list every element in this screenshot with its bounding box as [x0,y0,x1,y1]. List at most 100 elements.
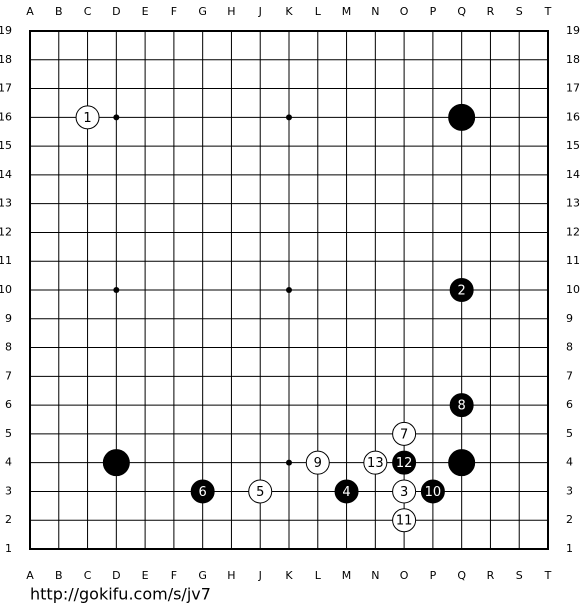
row-label: 17 [566,82,580,95]
row-label: 11 [566,254,580,267]
board-border [29,30,549,550]
row-label: 15 [0,139,12,152]
row-label: 19 [566,24,580,37]
star-point [113,287,120,293]
row-label: 7 [566,369,573,382]
row-label: 12 [0,225,12,238]
column-label: A [26,569,34,582]
column-label: S [516,569,523,582]
black-stone [190,479,215,504]
row-label: 1 [566,542,573,555]
row-label: 5 [5,427,12,440]
star-point [286,114,292,121]
row-label: 6 [566,398,573,411]
move-number: 8 [458,399,466,414]
black-stone [449,278,474,302]
black-stone [334,479,359,504]
column-label: D [112,5,120,18]
row-label: 19 [0,24,12,37]
move-number: 7 [400,427,408,442]
move-number: 5 [256,485,264,500]
move-number: 12 [396,456,413,471]
black-stone [449,393,474,418]
row-label: 16 [0,110,12,123]
column-label: K [285,5,293,18]
white-stone [392,508,417,533]
row-label: 8 [566,341,573,354]
row-label: 2 [5,513,12,526]
row-label: 18 [566,53,580,66]
move-number: 9 [314,456,322,471]
move-number: 11 [396,514,413,529]
row-label: 8 [5,341,12,354]
row-label: 5 [566,427,573,440]
source-url: http://gokifu.com/s/jv7 [30,585,211,604]
column-label: C [84,5,92,18]
row-label: 1 [5,542,12,555]
column-label: P [430,569,437,582]
white-stone [392,479,417,504]
column-label: T [544,5,552,18]
column-label: K [285,569,293,582]
column-label: D [112,569,120,582]
column-label: P [430,5,437,18]
row-label: 18 [0,53,12,66]
column-label: O [400,569,409,582]
column-label: H [227,5,235,18]
move-number: 3 [400,485,408,500]
row-label: 13 [566,197,580,210]
black-stone [420,479,445,504]
column-label: G [198,569,207,582]
row-label: 9 [5,312,12,325]
row-label: 6 [5,398,12,411]
white-stone [248,479,273,504]
white-stone [305,450,330,475]
move-number: 4 [342,485,350,500]
row-label: 7 [5,369,12,382]
row-label: 4 [566,456,573,469]
row-label: 2 [566,513,573,526]
column-label: E [142,5,149,18]
column-label: M [342,569,352,582]
row-label: 3 [566,484,573,497]
row-label: 16 [566,110,580,123]
star-point [286,459,292,466]
row-label: 14 [566,168,580,181]
column-label: F [171,5,177,18]
column-label: M [342,5,352,18]
column-label: T [544,569,552,582]
row-label: 12 [566,225,580,238]
column-label: R [487,569,495,582]
white-stone [363,450,388,475]
column-label: G [198,5,207,18]
column-label: R [487,5,495,18]
column-label: B [55,569,63,582]
move-number: 6 [199,485,207,500]
black-stone [448,449,476,477]
white-stone [392,421,417,446]
row-label: 13 [0,197,12,210]
star-point [113,114,120,121]
column-label: A [26,5,34,18]
column-label: Q [457,569,466,582]
move-number: 13 [367,456,384,471]
move-number: 10 [425,485,442,500]
column-label: Q [457,5,466,18]
column-label: H [227,569,235,582]
row-label: 10 [566,283,580,296]
star-point [286,287,292,293]
column-label: C [84,569,92,582]
black-stone [448,103,476,131]
column-label: L [315,5,322,18]
row-label: 15 [566,139,580,152]
row-label: 14 [0,168,12,181]
row-label: 4 [5,456,12,469]
row-label: 11 [0,254,12,267]
move-number: 2 [458,284,466,299]
black-stone [392,450,417,475]
column-label: B [55,5,63,18]
column-label: J [258,5,262,18]
column-label: N [371,569,379,582]
